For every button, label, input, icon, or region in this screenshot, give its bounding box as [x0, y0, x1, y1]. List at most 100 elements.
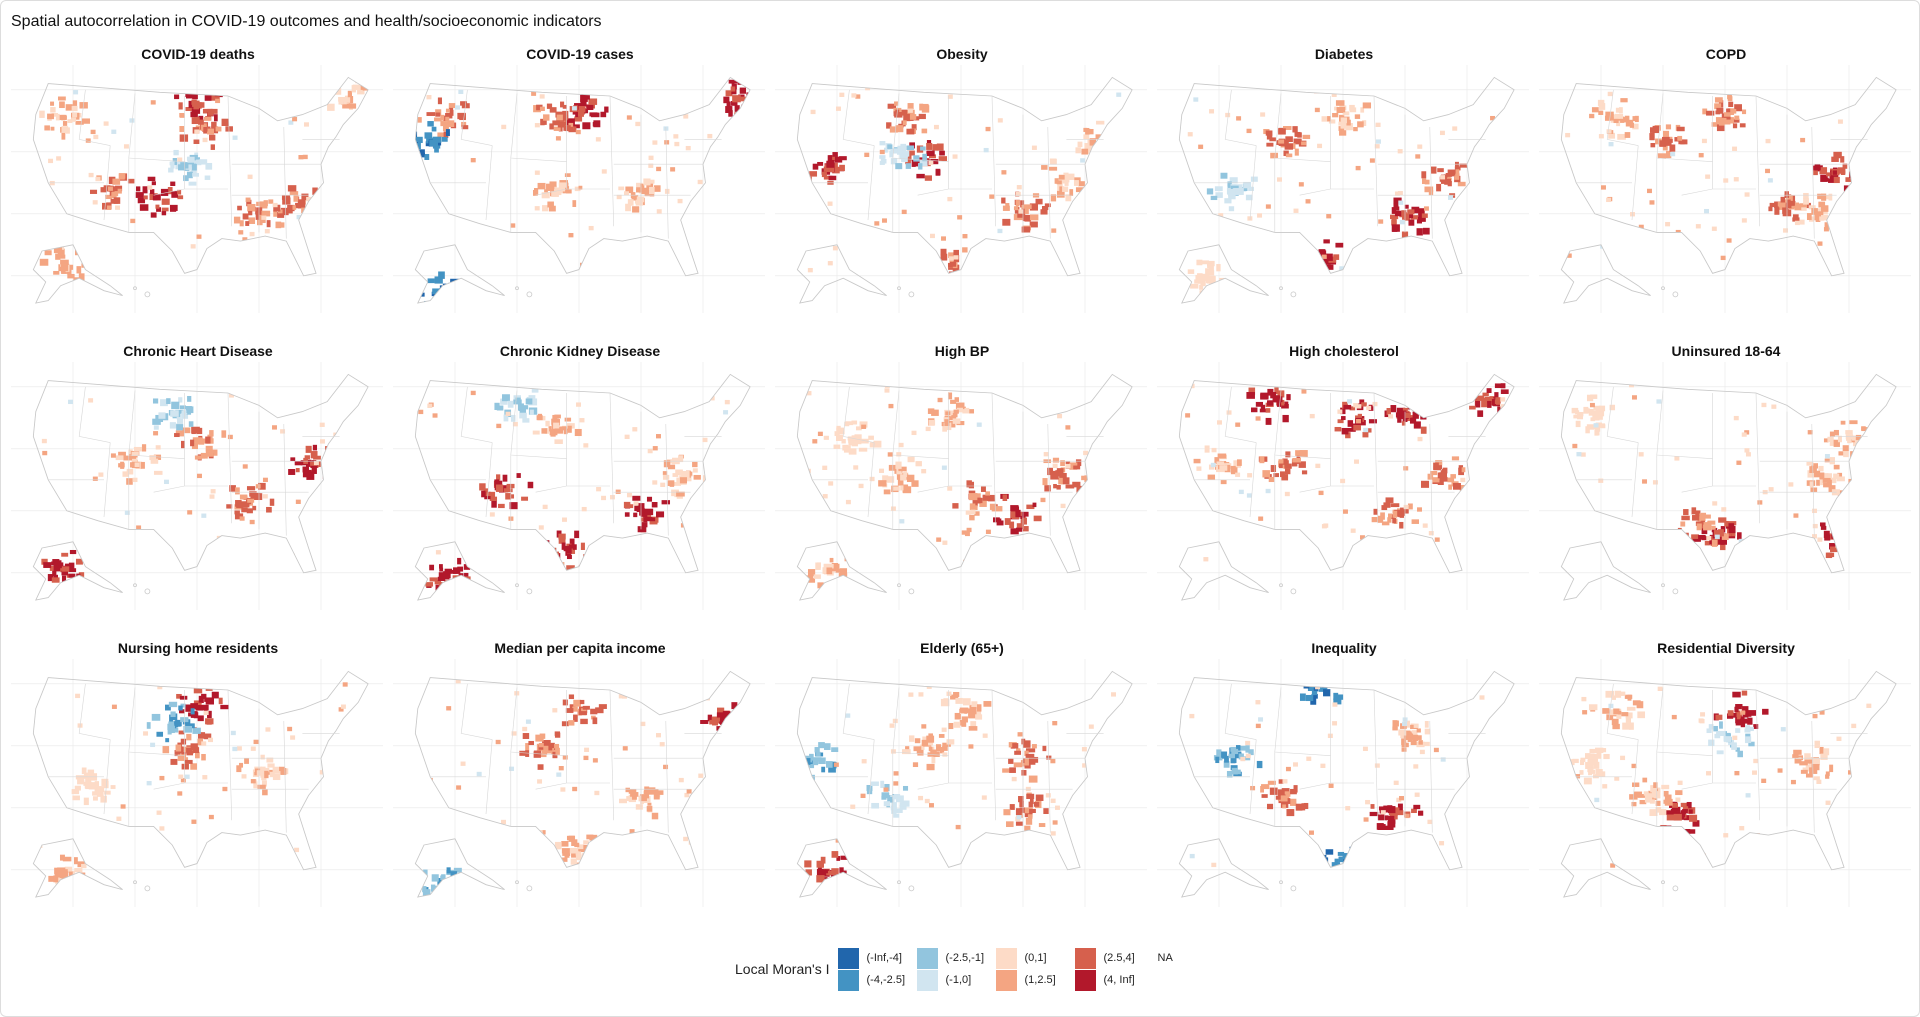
county-cell: [953, 255, 959, 260]
county-cell: [883, 801, 891, 807]
county-cell: [205, 85, 212, 93]
county-cell: [169, 422, 176, 429]
county-cell: [146, 722, 151, 729]
county-cell: [200, 452, 208, 459]
county-cell: [304, 455, 310, 460]
county-cell: [1815, 211, 1821, 217]
county-cell: [211, 96, 220, 101]
county-cell: [1205, 276, 1215, 284]
county-cell: [1044, 485, 1051, 492]
county-cell: [1224, 464, 1231, 473]
county-cell: [839, 568, 848, 576]
county-cell: [422, 886, 427, 893]
county-cell: [445, 129, 450, 137]
county-cell: [1064, 181, 1069, 186]
county-cell: [106, 205, 112, 210]
county-cell: [1226, 770, 1233, 778]
county-cell: [1303, 674, 1311, 681]
legend-label: (2.5,4]: [1103, 952, 1135, 964]
county-cell: [1032, 502, 1037, 508]
county-cell: [1677, 780, 1683, 785]
county-cell: [1650, 142, 1656, 148]
county-cell: [899, 802, 908, 807]
county-cell: [36, 873, 43, 879]
county-cell: [1401, 231, 1409, 239]
county-cell: [85, 138, 91, 143]
county-cell: [962, 247, 968, 253]
county-cell: [574, 530, 580, 539]
county-cell: [683, 114, 689, 119]
county-cell: [561, 721, 569, 727]
county-cell: [1600, 424, 1606, 429]
county-cell: [855, 94, 861, 99]
county-cell: [1792, 217, 1800, 222]
county-cell: [166, 398, 171, 405]
county-cell: [201, 741, 207, 746]
county-cell: [600, 111, 607, 118]
county-cell: [195, 159, 204, 164]
county-cell: [583, 755, 589, 761]
county-cell: [531, 388, 539, 393]
county-cell: [541, 192, 550, 199]
county-cell: [652, 140, 658, 145]
county-cell: [1310, 697, 1317, 705]
alaska-outline: [1560, 244, 1651, 304]
county-cell: [840, 880, 847, 887]
us-county-map: [775, 65, 1147, 313]
county-cell: [736, 479, 742, 485]
alaska-outline: [796, 541, 887, 601]
county-cell: [351, 153, 357, 158]
county-cell: [663, 460, 671, 468]
county-cell: [572, 544, 577, 550]
county-cell: [889, 126, 898, 133]
county-cell: [1447, 477, 1455, 483]
county-cell: [725, 719, 731, 725]
county-cell: [288, 469, 296, 475]
county-cell: [1593, 423, 1599, 428]
county-cell: [1096, 120, 1105, 125]
county-cell: [869, 476, 875, 482]
county-cell: [522, 733, 530, 739]
county-cell: [1356, 840, 1362, 847]
panel-title: Obesity: [936, 46, 988, 62]
panel-title: Uninsured 18-64: [1671, 343, 1781, 359]
county-cell: [197, 102, 205, 108]
county-cell: [943, 422, 952, 431]
county-cell: [253, 739, 259, 745]
county-cell: [55, 253, 61, 260]
county-cell: [1579, 770, 1584, 775]
county-cell: [1625, 712, 1633, 719]
county-cell: [935, 168, 941, 176]
county-cell: [62, 121, 68, 126]
county-cell: [1818, 201, 1826, 208]
county-cell: [239, 220, 244, 227]
county-cell: [333, 769, 339, 774]
county-cell: [172, 158, 178, 165]
hawaii: [144, 885, 151, 892]
county-cell: [732, 551, 738, 556]
county-cell: [195, 751, 200, 759]
county-cell: [1335, 100, 1345, 106]
county-cell: [1587, 753, 1595, 759]
county-cell: [1335, 242, 1344, 248]
county-cell: [1326, 672, 1331, 680]
county-cell: [1020, 200, 1025, 208]
county-cell: [1024, 825, 1031, 831]
county-cell: [1273, 473, 1280, 478]
county-cell: [1269, 137, 1276, 142]
county-cell: [510, 223, 516, 228]
county-cell: [1400, 410, 1407, 416]
county-cell: [435, 550, 441, 555]
county-cell: [1223, 761, 1230, 768]
county-cell: [1500, 146, 1506, 152]
county-cell: [457, 290, 465, 296]
county-cell: [804, 860, 812, 868]
county-cell: [80, 252, 88, 259]
alaska-outline: [796, 838, 887, 898]
county-cell: [930, 749, 937, 754]
county-cell: [1836, 476, 1845, 482]
county-cell: [1733, 415, 1739, 421]
county-cell: [1339, 130, 1347, 136]
county-cell: [1293, 208, 1299, 213]
county-cell: [1245, 753, 1251, 759]
